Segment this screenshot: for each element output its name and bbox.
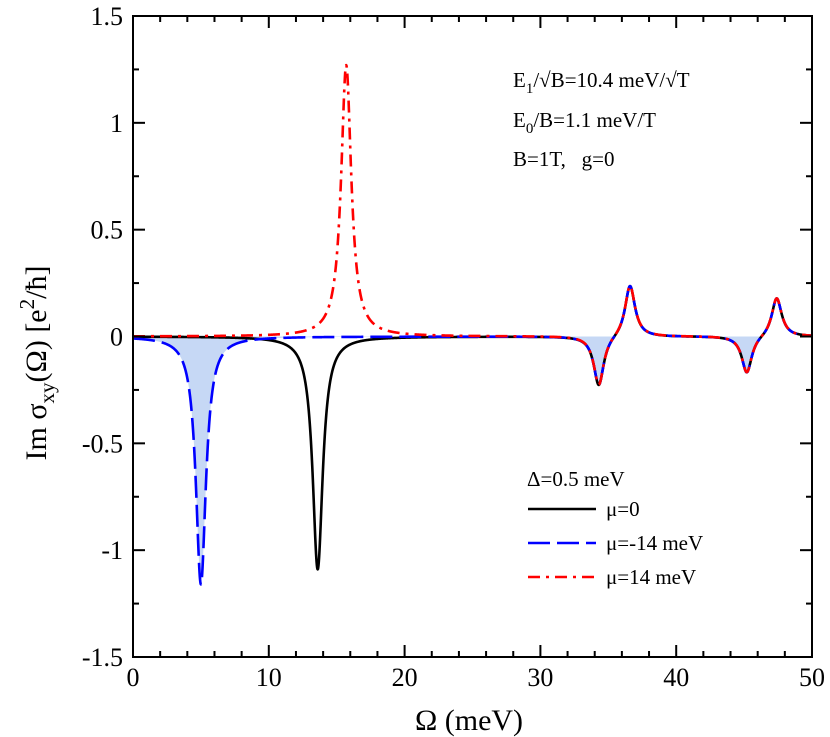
y-tick-label: -1	[101, 536, 123, 565]
annotation-e0: E0/B=1.1 meV/T	[513, 108, 656, 137]
y-tick-label: -0.5	[82, 429, 123, 458]
y-axis-title-unit: /ħ]	[20, 266, 53, 299]
legend-entries: μ=0 μ=-14 meV μ=14 meV	[528, 497, 703, 589]
y-axis-title-arg: (Ω) [e	[20, 309, 53, 382]
tick-labels: 0 10 20 30 40 50 -1.5 -1 -0.5 0 0.5 1 1.5	[82, 2, 825, 692]
x-tick-label: 10	[256, 663, 282, 692]
y-tick-label: -1.5	[82, 643, 123, 672]
series-line-2	[131, 284, 814, 586]
x-tick-label: 20	[392, 663, 418, 692]
x-tick-label: 40	[663, 663, 689, 692]
y-tick-label: 1	[110, 109, 123, 138]
legend: Δ=0.5 meV μ=0 μ=-14 meV μ=14 meV	[527, 467, 703, 589]
y-axis-title-im: Im σ	[20, 403, 53, 460]
legend-label-3: μ=14 meV	[606, 565, 696, 589]
x-tick-label: 50	[799, 663, 825, 692]
y-tick-label: 0.5	[91, 216, 124, 245]
shaded-area-layer	[133, 336, 812, 585]
y-tick-label: 0	[110, 323, 123, 352]
y-axis-title-sub: xy	[35, 382, 59, 404]
y-tick-label: 1.5	[91, 2, 124, 31]
x-tick-label: 30	[527, 663, 553, 692]
annotation-e1: E1/√B=10.4 meV/√T	[513, 68, 690, 97]
axis-ticks	[132, 15, 813, 658]
legend-label-2: μ=-14 meV	[606, 531, 703, 555]
legend-label-1: μ=0	[606, 497, 640, 521]
shaded-negative-area	[133, 336, 812, 585]
y-axis-title: Im σxy(Ω) [e2/ħ]	[15, 266, 59, 461]
x-axis-title: Ω (meV)	[415, 704, 523, 737]
series-lines-layer	[131, 63, 814, 586]
legend-header: Δ=0.5 meV	[527, 467, 625, 491]
y-axis-title-sup: 2	[15, 299, 39, 310]
annotation-field: B=1T, g=0	[513, 147, 614, 171]
series-line-1	[131, 284, 814, 571]
series-line-3	[131, 63, 814, 386]
x-tick-label: 0	[127, 663, 140, 692]
svg-text:Im σxy(Ω) [e2/ħ]: Im σxy(Ω) [e2/ħ]	[15, 266, 59, 461]
